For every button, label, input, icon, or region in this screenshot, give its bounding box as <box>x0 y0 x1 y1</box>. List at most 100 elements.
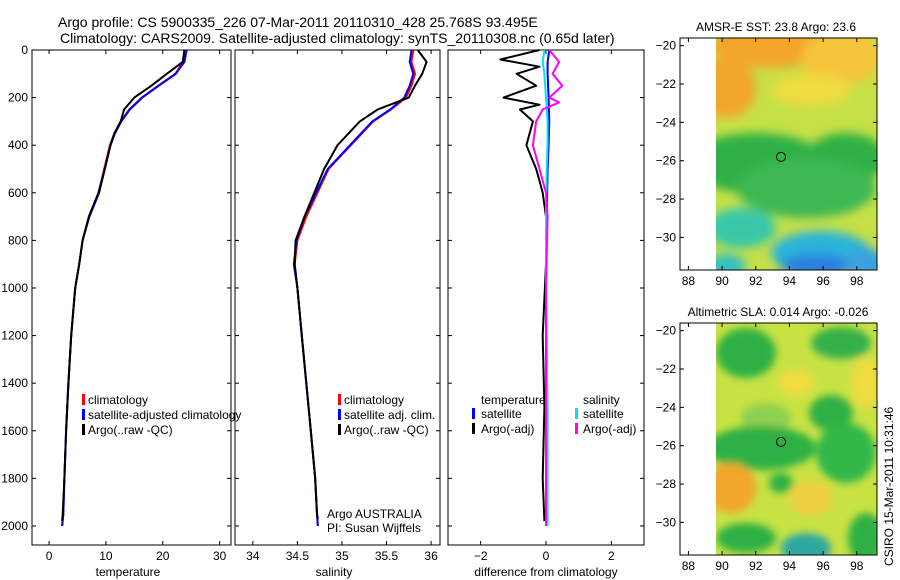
salinity-xlabel: salinity <box>316 565 353 579</box>
x-tick-label: 0 <box>543 549 550 563</box>
legend-label-climatology: climatology <box>344 393 404 407</box>
credit-timestamp: CSIRO 15-Mar-2011 10:31:46 <box>882 406 896 566</box>
figure-title-line1: Argo profile: CS 5900335_226 07-Mar-2011… <box>58 14 538 30</box>
lon-tick-label: 88 <box>682 274 696 288</box>
lon-tick-label: 90 <box>715 274 729 288</box>
temperature-panel: 0 200 400 600 800 1000 1200 1400 1600 1800 2000 0 1… <box>1 43 241 579</box>
sst-map-title: AMSR-E SST: 23.8 Argo: 23.6 <box>696 20 856 34</box>
depth-tick-label: 1200 <box>1 329 28 343</box>
depth-tick-label: 600 <box>8 186 28 200</box>
legend-swatch-satellite <box>338 409 341 420</box>
difference-tick-labels: −2 0 2 <box>448 49 644 563</box>
depth-tick-label: 1800 <box>1 471 28 485</box>
float-position-marker <box>776 436 787 447</box>
salinity-tick-labels: 34 34.5 35 35.5 36 <box>235 49 440 563</box>
legend-label-temp-satellite: satellite <box>481 407 522 421</box>
legend-swatch-temp-satellite <box>472 408 475 419</box>
lat-tick-label: −28 <box>656 477 677 491</box>
lat-tick-label: −20 <box>656 39 677 53</box>
figure-title-line2: Climatology: CARS2009. Satellite-adjuste… <box>60 30 615 46</box>
lat-tick-label: −20 <box>656 324 677 338</box>
legend-label-climatology: climatology <box>88 393 148 407</box>
depth-tick-label: 800 <box>8 233 28 247</box>
sla-map-panel: Altimetric SLA: 0.014 Argo: -0.026 <box>656 305 878 573</box>
difference-panel: −2 0 2 difference from climatology tempera… <box>447 49 645 579</box>
legend-swatch-sal-argo <box>575 423 578 434</box>
lat-tick-label: −22 <box>656 77 677 91</box>
legend-label-argo: Argo(..raw -QC) <box>344 423 429 437</box>
x-tick-label: 34.5 <box>286 549 310 563</box>
lat-tick-label: −26 <box>656 439 677 453</box>
lat-tick-label: −30 <box>656 515 677 529</box>
series-line-argo <box>293 49 428 519</box>
salinity-panel: 34 34.5 35 35.5 36 salinity climatology sate… <box>234 49 441 579</box>
salinity-legend: climatology satellite adj. clim. Argo(..… <box>338 393 435 437</box>
legend-label-sal-argo: Argo(-adj) <box>583 422 636 436</box>
sla-map-frame <box>679 322 878 556</box>
x-tick-label: 20 <box>156 549 170 563</box>
series-line-salinity-argo-adj- <box>531 49 564 526</box>
lon-tick-label: 94 <box>783 559 797 573</box>
sla-map-title: Altimetric SLA: 0.014 Argo: -0.026 <box>688 305 869 319</box>
x-tick-label: 34 <box>246 549 260 563</box>
temperature-legend: climatology satellite-adjusted climatolo… <box>82 393 241 437</box>
lat-tick-label: −22 <box>656 362 677 376</box>
salinity-lines <box>292 49 428 527</box>
sst-map-ticks: 88 90 92 94 96 98 −20 −22 −24 −26 −28 −30 <box>656 38 877 288</box>
float-program-annotation: Argo AUSTRALIA <box>327 507 422 521</box>
legend-label-satellite: satellite adj. clim. <box>344 408 435 422</box>
lat-tick-label: −24 <box>656 400 677 414</box>
depth-tick-label: 2000 <box>1 519 28 533</box>
lon-tick-label: 96 <box>816 559 830 573</box>
sla-field <box>716 323 877 555</box>
sst-map-frame <box>679 37 878 271</box>
depth-tick-labels: 0 200 400 600 800 1000 1200 1400 1600 1800 2000 <box>1 43 231 533</box>
x-tick-label: 10 <box>99 549 113 563</box>
difference-lines <box>499 49 564 526</box>
x-tick-label: 0 <box>46 549 53 563</box>
temperature-xlabel: temperature <box>96 565 161 579</box>
difference-xlabel: difference from climatology <box>474 565 617 579</box>
lat-tick-label: −30 <box>656 230 677 244</box>
legend-swatch-climatology <box>338 394 341 405</box>
depth-tick-label: 400 <box>8 138 28 152</box>
legend-label-sal-satellite: satellite <box>583 407 624 421</box>
x-tick-label: 36 <box>424 549 438 563</box>
lon-tick-label: 98 <box>850 274 864 288</box>
series-line-climatology <box>61 49 187 527</box>
lat-tick-label: −28 <box>656 192 677 206</box>
lon-tick-label: 92 <box>749 559 763 573</box>
lon-tick-label: 90 <box>715 559 729 573</box>
float-position-marker <box>776 151 787 162</box>
legend-swatch-satellite <box>82 409 85 420</box>
temperature-tick-labels: 0 10 20 30 <box>46 50 227 563</box>
x-tick-label: −2 <box>474 549 488 563</box>
series-line-temperature-argo-adj- <box>499 49 547 522</box>
sla-map-ticks: 88 90 92 94 96 98 −20 −22 −24 −26 −28 −30 <box>656 323 877 573</box>
lon-tick-label: 96 <box>816 274 830 288</box>
legend-header-salinity: salinity <box>583 393 620 407</box>
lon-tick-label: 88 <box>682 559 696 573</box>
legend-label-temp-argo: Argo(-adj) <box>481 422 534 436</box>
lat-tick-label: −24 <box>656 115 677 129</box>
sst-field <box>716 38 877 270</box>
lon-tick-label: 98 <box>850 559 864 573</box>
depth-tick-label: 200 <box>8 91 28 105</box>
sst-map-panel: AMSR-E SST: 23.8 Argo: 23.6 8 <box>656 20 878 288</box>
difference-legend: temperature salinity satellite Argo(-adj… <box>472 393 636 436</box>
salinity-axes-frame <box>234 49 441 546</box>
depth-tick-label: 1000 <box>1 281 28 295</box>
legend-swatch-argo <box>82 424 85 435</box>
depth-tick-label: 0 <box>21 43 28 57</box>
lon-tick-label: 94 <box>783 274 797 288</box>
x-tick-label: 35 <box>335 549 349 563</box>
lat-tick-label: −26 <box>656 154 677 168</box>
legend-label-argo: Argo(..raw -QC) <box>88 423 173 437</box>
x-tick-label: 35.5 <box>375 549 399 563</box>
series-line-argo <box>61 49 186 522</box>
legend-swatch-argo <box>338 424 341 435</box>
series-line-satellite <box>61 49 188 527</box>
lon-tick-label: 92 <box>749 274 763 288</box>
temperature-lines <box>61 49 188 527</box>
